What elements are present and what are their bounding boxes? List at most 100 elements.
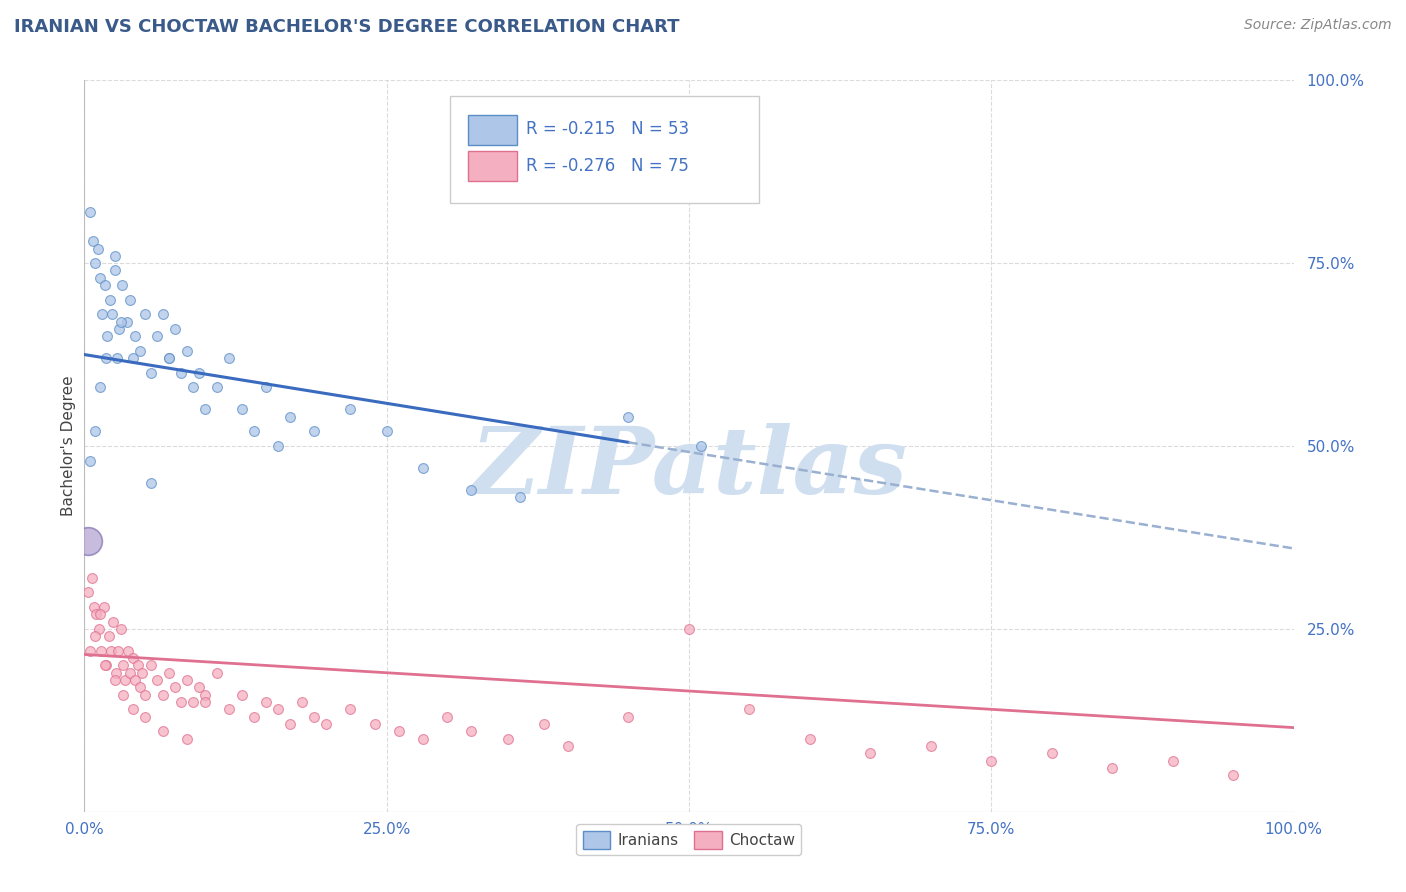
Point (254, 380, 277, 394)
Point (242, 709, 264, 723)
Point (291, 695, 314, 709)
Point (738, 702, 761, 716)
FancyBboxPatch shape (450, 96, 759, 203)
Point (105, 351, 128, 366)
Point (278, 717, 301, 731)
Text: R = -0.215   N = 53: R = -0.215 N = 53 (526, 120, 689, 138)
Point (101, 307, 124, 321)
Point (111, 278, 134, 293)
Point (139, 658, 162, 673)
Point (194, 695, 217, 709)
Point (79, 644, 101, 658)
Point (139, 366, 162, 380)
Point (82, 234, 104, 248)
Point (207, 665, 229, 680)
Legend: Iranians, Choctaw: Iranians, Choctaw (576, 824, 801, 855)
Point (84, 629, 107, 643)
Point (108, 322, 131, 336)
Point (194, 402, 217, 417)
Point (980, 754, 1002, 768)
Point (120, 293, 142, 307)
Point (533, 717, 555, 731)
Point (339, 402, 361, 417)
Point (315, 717, 337, 731)
Point (170, 366, 193, 380)
Point (110, 622, 132, 636)
Point (124, 329, 146, 343)
Point (152, 724, 174, 739)
Point (460, 483, 482, 497)
Point (94, 351, 117, 366)
Point (176, 343, 198, 358)
Point (388, 724, 411, 739)
Point (557, 739, 579, 753)
Point (139, 475, 162, 490)
Point (267, 702, 290, 716)
Point (77, 534, 100, 549)
Point (104, 673, 127, 687)
Point (194, 688, 217, 702)
Point (86, 242, 108, 256)
Point (79, 205, 101, 219)
Point (114, 673, 136, 687)
Point (117, 644, 139, 658)
Point (86, 607, 108, 622)
Point (157, 351, 180, 366)
Point (157, 665, 180, 680)
Point (134, 688, 156, 702)
Point (218, 351, 240, 366)
Point (134, 709, 156, 723)
Point (1040, 746, 1063, 760)
Point (375, 425, 398, 439)
Text: R = -0.276   N = 75: R = -0.276 N = 75 (526, 157, 689, 175)
Point (80, 571, 103, 585)
Point (176, 673, 198, 687)
Point (89, 270, 111, 285)
Point (231, 402, 253, 417)
Point (131, 665, 153, 680)
Point (152, 688, 174, 702)
Point (146, 329, 169, 343)
Point (121, 702, 143, 716)
Point (690, 439, 713, 453)
Point (129, 681, 152, 695)
Point (218, 702, 240, 716)
Point (94, 658, 117, 673)
Point (146, 673, 169, 687)
Point (363, 717, 385, 731)
Point (112, 658, 135, 673)
Point (436, 709, 458, 723)
Point (83, 599, 105, 614)
Point (103, 615, 125, 629)
Point (94, 278, 117, 293)
Point (799, 731, 821, 746)
Point (115, 315, 138, 329)
Point (267, 439, 290, 453)
Point (104, 665, 127, 680)
Point (134, 307, 156, 321)
Point (859, 746, 882, 760)
Point (176, 731, 198, 746)
Point (97, 629, 120, 643)
Point (242, 425, 264, 439)
Point (89, 607, 111, 622)
Point (460, 724, 482, 739)
Point (124, 673, 146, 687)
Point (112, 688, 135, 702)
FancyBboxPatch shape (468, 152, 517, 181)
Point (104, 249, 127, 263)
Point (94, 658, 117, 673)
Point (496, 731, 519, 746)
Point (84, 256, 107, 270)
Point (231, 688, 253, 702)
Point (207, 380, 229, 394)
Point (90, 644, 112, 658)
Point (302, 425, 325, 439)
Point (181, 695, 204, 709)
Point (302, 709, 325, 723)
Y-axis label: Bachelor's Degree: Bachelor's Degree (60, 376, 76, 516)
Point (617, 709, 640, 723)
Point (678, 622, 700, 636)
Point (181, 380, 204, 394)
Point (104, 263, 127, 277)
